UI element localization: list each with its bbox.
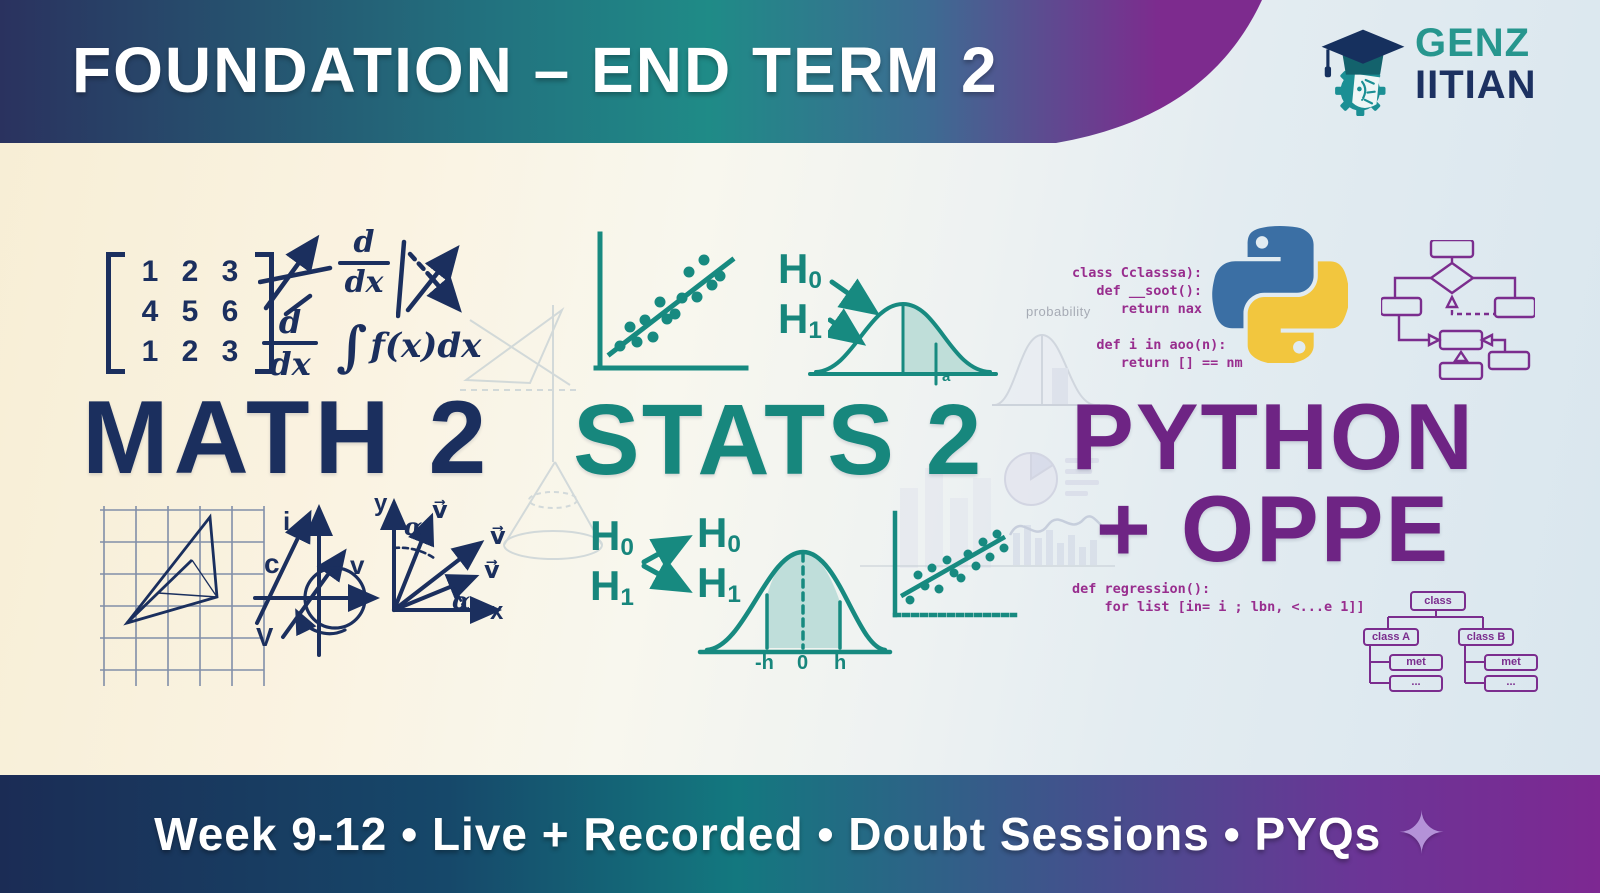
code-line: return nax (1072, 301, 1203, 317)
vector-v-label: v⃗ (490, 523, 506, 550)
derivative-denominator: dx (269, 345, 311, 383)
derivative-fraction: d dx (338, 228, 390, 298)
class-box-more: ... (1389, 675, 1443, 692)
hypothesis-arrows-icon (828, 278, 881, 346)
footer-text: Week 9-12 • Live + Recorded • Doubt Sess… (154, 808, 1382, 860)
vector-v-label: v⃗ (432, 497, 448, 524)
grid-triangle-icon (100, 506, 265, 686)
branch-h1-right-label: H1 (697, 559, 741, 608)
faded-probability-curve-icon (992, 333, 1100, 406)
probability-label: probability (1026, 304, 1091, 319)
matrix-cell: 1 (141, 255, 159, 288)
alpha-tick-label: a (942, 368, 951, 385)
hypothesis-h1-label: H1 (778, 295, 822, 344)
matrix-cell: 6 (221, 295, 239, 328)
hypothesis-h0-label: H0 (778, 245, 822, 294)
class-box-method: met (1484, 654, 1538, 671)
axes-circle-icon (253, 504, 380, 657)
matrix-bracket-right (255, 252, 274, 374)
matrix-doodle: 1 2 3 4 5 6 1 2 3 (106, 252, 274, 374)
fraction-bar (262, 341, 318, 345)
bell-center-label: 0 (797, 652, 809, 674)
header-band (0, 0, 1262, 143)
brand-iitian: IITIAN (1415, 63, 1537, 107)
faded-geometry-cone-icon (460, 305, 603, 560)
flowchart-icon (1381, 240, 1535, 380)
bell-curve-right-shaded-icon (808, 301, 998, 386)
faded-bar-line-chart-icon (1008, 515, 1116, 565)
stats-title: STATS 2 (573, 384, 984, 496)
integral-body: f(x)dx (370, 326, 482, 366)
angle-doodle-icon (258, 234, 333, 317)
python-code-top: class Cclasssa): def __soot(): return na… (1072, 264, 1243, 372)
axis-c-label: c (264, 548, 280, 579)
class-box-root: class (1410, 591, 1466, 611)
class-box-more: ... (1484, 675, 1538, 692)
python-logo-icon (1212, 226, 1348, 363)
matrix-cell: 3 (221, 335, 239, 368)
class-diagram-connectors (1369, 611, 1484, 684)
code-line: return [] == nm (1072, 355, 1243, 371)
class-box-b: class B (1458, 628, 1514, 646)
axis-i-label: i (283, 506, 291, 536)
faded-pie-chart-icon (1004, 451, 1099, 506)
matrix-values: 1 2 3 4 5 6 1 2 3 (125, 252, 255, 374)
axis-V-label: V (256, 622, 274, 652)
python-title-line2: + OPPE (1095, 476, 1451, 581)
branch-arrows-icon (641, 535, 693, 593)
matrix-bracket-left (106, 252, 125, 374)
matrix-cell: 2 (181, 335, 199, 368)
brand-genz: GENZ (1415, 21, 1531, 65)
math-title: MATH 2 (82, 380, 492, 496)
matrix-cell: 2 (181, 255, 199, 288)
vector-v-label: v⃗ (484, 557, 500, 584)
sparkle-icon: ✦ (1397, 801, 1446, 866)
header-title: FOUNDATION – END TERM 2 (72, 34, 999, 106)
cross-arrows-icon (396, 239, 462, 319)
class-box-method: met (1389, 654, 1443, 671)
vector-alpha-label: α (404, 512, 423, 541)
code-line: def i in aoo(n): (1072, 337, 1227, 353)
scatter-plot-2-icon (892, 510, 1018, 618)
matrix-cell: 5 (181, 295, 199, 328)
code-line: for list [in= i ; lbn, <...e 1]] (1072, 599, 1365, 615)
brand-wordmark: GENZ IITIAN (1415, 22, 1537, 106)
branch-h1-left-label: H1 (590, 562, 634, 611)
bell-curve-center-shaded-icon (697, 549, 893, 655)
scatter-plot-icon (593, 231, 749, 371)
integral-expression: ∫f(x)dx (336, 314, 481, 378)
faded-tall-bars-icon (900, 468, 991, 568)
class-diagram: class class A class B met ... met ... (1358, 586, 1538, 698)
derivative-numerator: d (353, 225, 375, 260)
derivative-denominator: dx (344, 265, 384, 300)
python-title-line1: PYTHON (1071, 384, 1475, 489)
code-line: def __soot(): (1072, 283, 1203, 299)
python-code-bottom: def regression(): for list [in= i ; lbn,… (1072, 580, 1365, 616)
integral-sign: ∫ (336, 314, 368, 378)
vector-alpha-label: α (452, 586, 471, 615)
axis-v-label: v (350, 550, 365, 580)
vector-y-label: y (374, 490, 388, 517)
branch-h0-right-label: H0 (697, 509, 741, 558)
code-line: def regression(): (1072, 581, 1211, 597)
derivative-fraction-2: d dx (262, 306, 318, 380)
faded-divider-line (860, 565, 1115, 567)
matrix-cell: 3 (221, 255, 239, 288)
footer-band: Week 9-12 • Live + Recorded • Doubt Sess… (0, 775, 1600, 893)
grad-cap-gear-icon (1321, 29, 1405, 116)
fraction-bar (338, 261, 390, 265)
branch-h0-left-label: H0 (590, 512, 634, 561)
bell-left-label: -h (755, 652, 774, 674)
class-box-a: class A (1363, 628, 1419, 646)
vector-diagram-icon (380, 498, 502, 624)
derivative-numerator: d (278, 303, 302, 341)
matrix-cell: 1 (141, 335, 159, 368)
matrix-cell: 4 (141, 295, 159, 328)
code-line: class Cclasssa): (1072, 265, 1203, 281)
bell-right-label: h (834, 652, 847, 674)
vector-x-label: x (490, 598, 504, 625)
